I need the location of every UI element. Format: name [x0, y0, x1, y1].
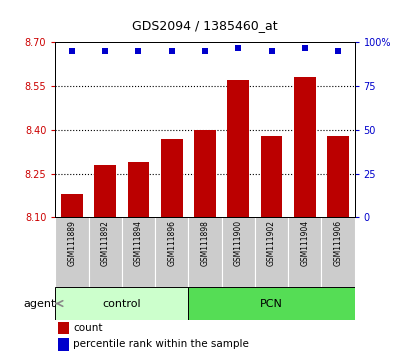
Bar	[88, 217, 121, 287]
Point	[201, 48, 208, 54]
Text: count: count	[73, 323, 103, 333]
Bar	[121, 217, 155, 287]
Bar	[293, 78, 315, 217]
Bar	[94, 165, 116, 217]
Bar	[58, 338, 69, 350]
Point	[334, 48, 340, 54]
Bar	[58, 322, 69, 335]
Bar	[188, 217, 221, 287]
Bar	[288, 217, 321, 287]
Text: PCN: PCN	[259, 298, 282, 309]
Text: GSM111902: GSM111902	[266, 220, 275, 266]
Point	[234, 45, 241, 51]
Bar	[61, 194, 83, 217]
Bar	[326, 136, 348, 217]
Bar	[188, 287, 354, 320]
Bar	[161, 139, 182, 217]
Point	[135, 48, 142, 54]
Text: GSM111904: GSM111904	[299, 220, 308, 266]
Text: GSM111906: GSM111906	[333, 220, 342, 266]
Text: percentile rank within the sample: percentile rank within the sample	[73, 339, 249, 349]
Bar	[321, 217, 354, 287]
Point	[69, 48, 75, 54]
Text: GSM111894: GSM111894	[134, 220, 143, 266]
Text: GSM111900: GSM111900	[233, 220, 242, 266]
Text: GSM111892: GSM111892	[101, 220, 110, 266]
Bar	[127, 162, 149, 217]
Text: control: control	[102, 298, 141, 309]
Bar	[227, 80, 248, 217]
Bar	[260, 136, 282, 217]
Bar	[254, 217, 288, 287]
Text: GSM111889: GSM111889	[67, 220, 76, 266]
Point	[267, 48, 274, 54]
Bar	[194, 130, 215, 217]
Bar	[155, 217, 188, 287]
Bar	[55, 217, 88, 287]
Point	[102, 48, 108, 54]
Bar	[55, 287, 188, 320]
Text: GSM111896: GSM111896	[167, 220, 176, 266]
Text: agent: agent	[24, 298, 56, 309]
Text: GDS2094 / 1385460_at: GDS2094 / 1385460_at	[132, 19, 277, 32]
Text: GSM111898: GSM111898	[200, 220, 209, 266]
Point	[301, 45, 307, 51]
Bar	[221, 217, 254, 287]
Point	[168, 48, 175, 54]
